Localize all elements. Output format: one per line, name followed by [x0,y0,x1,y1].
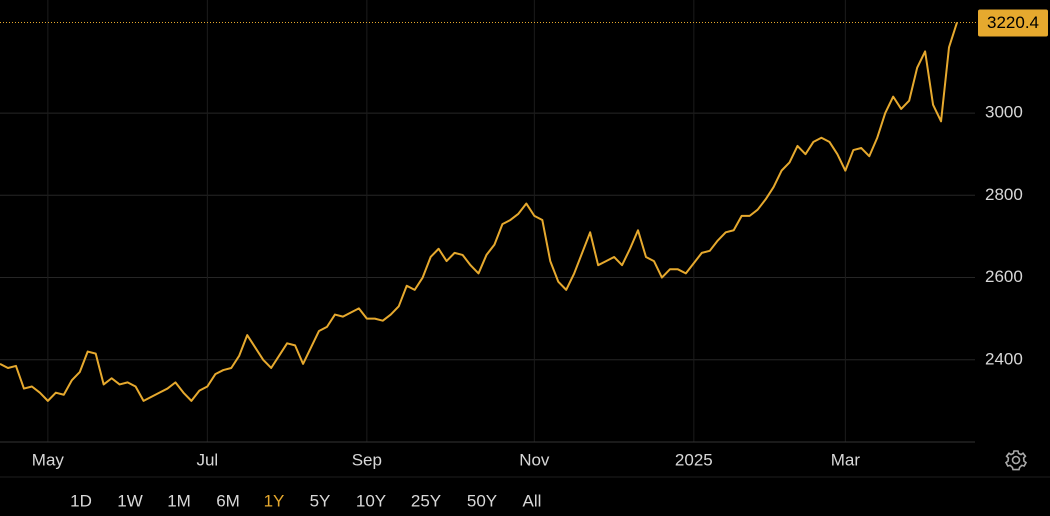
range-button[interactable]: 1Y [264,491,285,510]
range-button[interactable]: 6M [216,491,240,510]
range-button[interactable]: 10Y [356,491,386,510]
x-tick-label: Nov [519,450,550,469]
range-button[interactable]: 5Y [310,491,331,510]
y-tick-label: 2400 [985,349,1023,368]
y-tick-label: 2800 [985,185,1023,204]
price-line [0,22,958,402]
last-price-box [978,9,1048,37]
range-button[interactable]: 25Y [411,491,441,510]
x-tick-label: May [32,450,65,469]
range-button[interactable]: All [523,491,542,510]
y-tick-label: 3000 [985,103,1023,122]
x-tick-label: Mar [831,450,861,469]
x-tick-label: Jul [196,450,218,469]
y-tick-label: 2600 [985,267,1023,286]
settings-icon[interactable] [1004,450,1028,471]
range-button[interactable]: 1M [167,491,191,510]
x-tick-label: Sep [352,450,382,469]
last-price-label: 3220.4 [987,13,1039,32]
range-button[interactable]: 1D [70,491,92,510]
range-button[interactable]: 1W [117,491,143,510]
x-tick-label: 2025 [675,450,713,469]
range-button[interactable]: 50Y [467,491,497,510]
